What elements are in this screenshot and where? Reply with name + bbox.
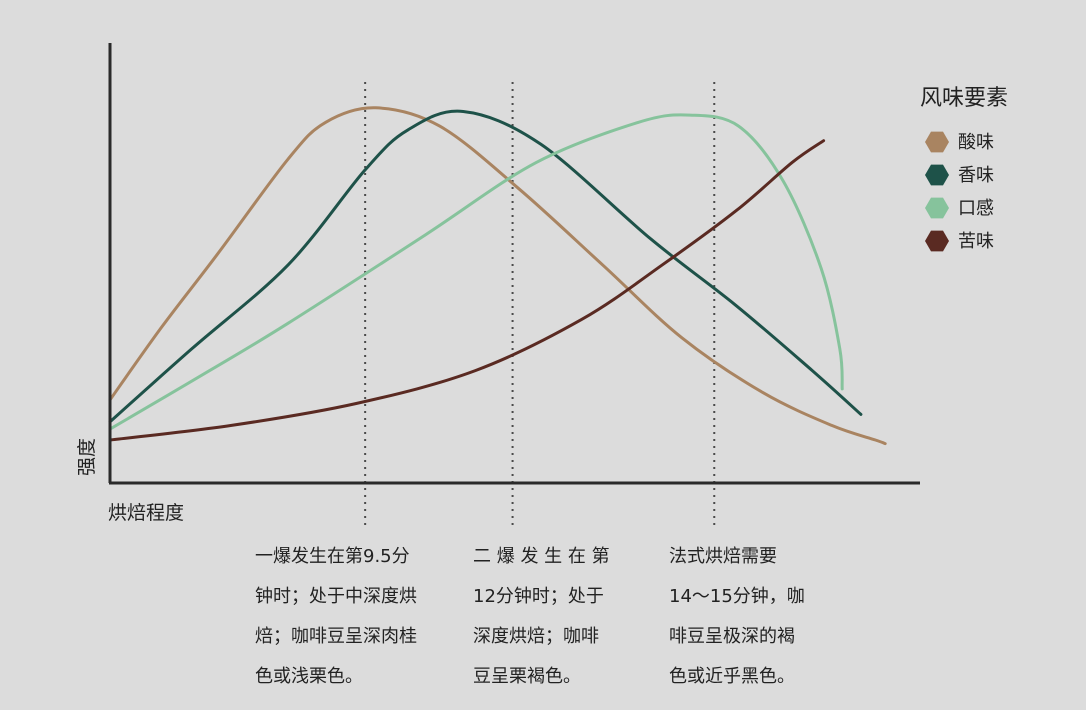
legend-hexagon-icon	[925, 131, 949, 153]
legend-label: 口感	[958, 198, 994, 219]
legend-label: 酸味	[958, 132, 994, 153]
annotation-line: 14～15分钟，咖	[669, 586, 805, 607]
axes	[108, 43, 920, 485]
legend-hexagon-icon	[925, 230, 949, 252]
legend-hexagon-icon	[925, 164, 949, 186]
series-line-1	[108, 106, 887, 446]
series-line-2	[108, 109, 863, 424]
series-lines	[108, 106, 887, 446]
annotation-line: 12分钟时；处于	[473, 586, 604, 607]
annotation-line: 钟时；处于中深度烘	[255, 586, 417, 607]
annotation-line: 豆呈栗褐色。	[473, 666, 581, 687]
y-axis-label: 强度	[76, 438, 98, 476]
annotation-line: 二 爆 发 生 在 第	[473, 546, 610, 567]
series-line-4	[108, 139, 826, 442]
annotation-line: 色或近乎黑色。	[669, 666, 795, 687]
legend-label: 苦味	[958, 231, 994, 252]
annotation-line: 啡豆呈极深的褐	[669, 626, 795, 647]
legend-label: 香味	[958, 165, 994, 186]
annotation-line: 深度烘焙；咖啡	[473, 626, 599, 647]
annotation-line: 法式烘焙需要	[669, 546, 777, 567]
series-line-3	[108, 113, 844, 431]
annotation-second-crack: 二 爆 发 生 在 第 12分钟时；处于 深度烘焙；咖啡 豆呈栗褐色。	[473, 537, 610, 697]
annotation-line: 一爆发生在第9.5分	[255, 546, 410, 567]
annotation-line: 焙；咖啡豆呈深肉桂	[255, 626, 417, 647]
legend-hexagon-icon	[925, 197, 949, 219]
annotation-line: 色或浅栗色。	[255, 666, 363, 687]
annotation-french-roast: 法式烘焙需要 14～15分钟，咖 啡豆呈极深的褐 色或近乎黑色。	[669, 537, 805, 697]
legend-title: 风味要素	[920, 86, 1008, 111]
x-axis-label: 烘焙程度	[108, 502, 184, 524]
reference-lines	[364, 82, 716, 530]
annotation-first-crack: 一爆发生在第9.5分 钟时；处于中深度烘 焙；咖啡豆呈深肉桂 色或浅栗色。	[255, 537, 417, 697]
